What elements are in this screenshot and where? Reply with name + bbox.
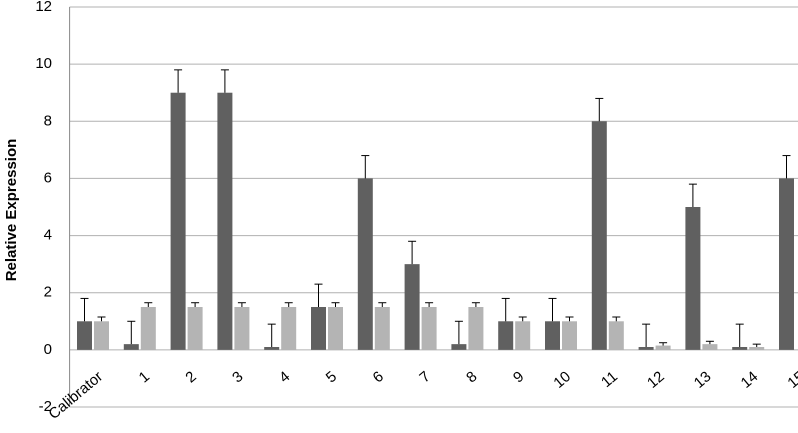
x-tick-label: 14	[738, 368, 762, 392]
error-bar	[191, 302, 200, 307]
bar	[234, 307, 250, 350]
x-tick-label: 11	[598, 368, 621, 391]
bar	[655, 345, 671, 350]
bar	[468, 307, 484, 350]
bar	[217, 92, 233, 350]
y-tick-label: 10	[35, 55, 52, 72]
y-tick-label: 12	[35, 0, 52, 15]
x-tick-label: 2	[182, 368, 199, 386]
error-bar	[782, 155, 791, 179]
bar	[170, 92, 186, 350]
y-tick-label: 2	[44, 284, 52, 301]
error-bar	[425, 302, 434, 307]
x-tick-label: 9	[510, 368, 527, 386]
error-bar	[97, 316, 106, 322]
y-tick-label: 4	[44, 227, 52, 244]
bar	[123, 344, 139, 350]
error-bar	[361, 155, 370, 179]
bar	[591, 121, 607, 350]
bar	[498, 321, 514, 350]
error-bar	[267, 323, 276, 347]
error-bar	[284, 302, 293, 307]
bar	[451, 344, 467, 350]
error-bar	[408, 240, 417, 265]
x-tick-label: 13	[691, 368, 715, 392]
error-bar	[595, 97, 604, 122]
bar	[357, 178, 373, 350]
y-tick-label: 8	[44, 112, 52, 129]
bar	[264, 347, 280, 350]
x-tick-label: 6	[370, 368, 387, 386]
bar	[77, 321, 92, 350]
x-tick-label: Calibrator	[45, 368, 106, 423]
bar	[685, 207, 701, 350]
error-bar	[127, 320, 136, 345]
error-bar	[378, 302, 387, 307]
bar	[749, 347, 765, 350]
bar	[187, 307, 203, 350]
error-bar	[688, 183, 697, 207]
error-bar	[642, 323, 651, 347]
x-tick-label: 5	[323, 368, 340, 386]
x-tick-label: 15	[784, 368, 798, 392]
bar	[545, 321, 560, 350]
bar	[311, 307, 326, 350]
y-tick-label: 0	[44, 341, 52, 358]
bar	[732, 347, 748, 350]
error-bar	[220, 69, 229, 93]
bar	[374, 307, 390, 350]
error-bar	[237, 302, 246, 307]
error-bar	[752, 343, 761, 347]
error-bar	[314, 283, 323, 307]
bar	[515, 321, 531, 350]
error-bar	[501, 297, 510, 322]
bar	[281, 307, 297, 350]
bar	[779, 178, 794, 350]
bar	[94, 321, 109, 350]
error-bar	[144, 302, 153, 307]
bar	[562, 321, 577, 350]
bar	[328, 307, 343, 350]
y-axis-label: Relative Expression	[3, 139, 20, 282]
x-tick-label: 8	[463, 368, 480, 386]
y-tick-label: 6	[44, 169, 52, 186]
x-tick-label: 12	[644, 368, 668, 392]
bar	[608, 321, 624, 350]
bar	[702, 344, 718, 350]
bar	[421, 307, 437, 350]
error-bar	[471, 302, 480, 307]
x-tick-label: 4	[276, 368, 293, 386]
error-bar	[454, 320, 463, 345]
error-bar	[565, 316, 574, 322]
error-bar	[705, 340, 714, 345]
error-bar	[331, 302, 340, 307]
x-tick-label: 1	[136, 368, 153, 386]
x-tick-label: 3	[229, 368, 246, 386]
error-bar	[735, 323, 744, 347]
x-tick-label: 10	[550, 368, 574, 392]
y-tick-label: -2	[39, 398, 52, 415]
error-bar	[174, 69, 183, 93]
error-bar	[80, 297, 89, 322]
error-bar	[612, 316, 621, 322]
error-bar	[659, 342, 668, 346]
bar	[404, 264, 420, 350]
bar	[140, 307, 156, 350]
bar	[638, 347, 654, 350]
error-bar	[548, 297, 557, 322]
x-tick-label: 7	[416, 368, 433, 386]
error-bar	[518, 316, 527, 322]
